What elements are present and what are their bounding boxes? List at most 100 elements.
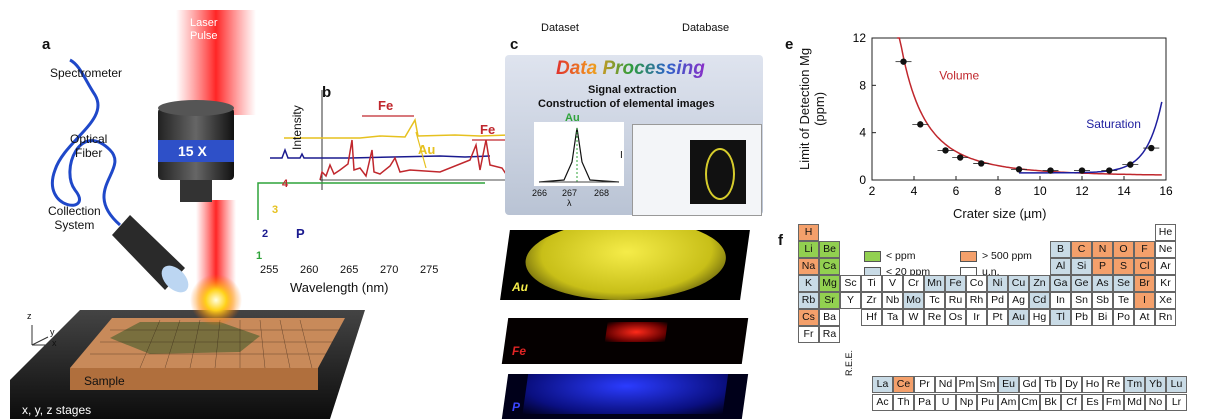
- element-ta: Ta: [882, 309, 903, 326]
- axis-z-label: z: [27, 311, 32, 321]
- trace-1-label: 1: [256, 250, 263, 262]
- element-bk: Bk: [1040, 394, 1061, 411]
- legend-swatch-ppm: [864, 251, 881, 262]
- collection-system: [112, 215, 189, 293]
- element-k: K: [798, 275, 819, 292]
- panel-letter-a: a: [42, 36, 51, 53]
- y-tick-label: 8: [859, 78, 866, 92]
- data-point: [1078, 167, 1086, 174]
- element-es: Es: [1082, 394, 1103, 411]
- grid-lines: [90, 319, 340, 369]
- peak-i-label: I: [620, 150, 623, 161]
- saturation-curve: [1019, 101, 1163, 174]
- element-in: In: [1050, 292, 1071, 309]
- x-tick-label: 8: [995, 184, 1002, 198]
- element-w: W: [903, 309, 924, 326]
- peak-plot-bg: [534, 122, 624, 186]
- element-al: Al: [1050, 258, 1071, 275]
- element-pb: Pb: [1071, 309, 1092, 326]
- data-point: [1106, 167, 1113, 174]
- element-pd: Pd: [987, 292, 1008, 309]
- element-h: H: [798, 224, 819, 241]
- au-label: Au: [418, 142, 436, 157]
- sample-slab-front: [70, 368, 318, 390]
- element-yb: Yb: [1145, 376, 1166, 393]
- element-sr: Sr: [819, 292, 840, 309]
- y-tick-label: 0: [859, 173, 866, 187]
- x-tick-label: 14: [1117, 184, 1131, 198]
- x-tick-label: 6: [953, 184, 960, 198]
- element-f: F: [1134, 241, 1155, 258]
- layer-fe-label: Fe: [512, 344, 527, 358]
- chart-frame: [871, 37, 1167, 181]
- trace-4-label: 4: [282, 178, 289, 190]
- element-pt: Pt: [987, 309, 1008, 326]
- element-th: Th: [893, 394, 914, 411]
- element-y: Y: [840, 292, 861, 309]
- layer-p-label: P: [512, 400, 521, 414]
- data-point: [978, 160, 985, 167]
- element-bi: Bi: [1092, 309, 1113, 326]
- software-kidney: [705, 148, 735, 200]
- element-ni: Ni: [987, 275, 1008, 292]
- element-pm: Pm: [956, 376, 977, 393]
- element-cu: Cu: [1008, 275, 1029, 292]
- data-point: [900, 58, 907, 65]
- y-tick-label: 12: [853, 31, 867, 45]
- element-am: Am: [998, 394, 1019, 411]
- x-tick-label: 2: [869, 184, 876, 198]
- fe-hotspot: [604, 322, 668, 342]
- data-point: [957, 154, 964, 161]
- element-br: Br: [1134, 275, 1155, 292]
- saturation-label: Saturation: [1086, 117, 1141, 131]
- panel-letter-c: c: [510, 36, 519, 53]
- element-ba: Ba: [819, 309, 840, 326]
- collection-system-label: Collection System: [48, 204, 101, 232]
- element-ti: Ti: [861, 275, 882, 292]
- volume-curve: [897, 37, 1162, 176]
- element-hg: Hg: [1029, 309, 1050, 326]
- laser-pulse-label: Laser Pulse: [190, 17, 218, 42]
- element-gd: Gd: [1019, 376, 1040, 393]
- legend-ppm: < ppm: [886, 250, 916, 262]
- data-point: [1047, 167, 1054, 174]
- element-s: S: [1113, 258, 1134, 275]
- element-cl: Cl: [1134, 258, 1155, 275]
- element-c: C: [1071, 241, 1092, 258]
- element-xe: Xe: [1155, 292, 1176, 309]
- panel-letter-e: e: [785, 36, 794, 53]
- element-re: Re: [1103, 376, 1124, 393]
- signal-extraction-text: Signal extraction: [588, 84, 677, 96]
- sample-label: Sample: [84, 374, 125, 388]
- element-o: O: [1113, 241, 1134, 258]
- element-he: He: [1155, 224, 1176, 241]
- element-tc: Tc: [924, 292, 945, 309]
- layer-fe: [501, 318, 749, 364]
- element-md: Md: [1124, 394, 1145, 411]
- tick-260: 260: [300, 264, 319, 276]
- element-i: I: [1134, 292, 1155, 309]
- elemental-images-text: Construction of elemental images: [538, 98, 715, 110]
- element-au: Au: [1008, 309, 1029, 326]
- objective-band: [158, 140, 234, 162]
- element-lr: Lr: [1166, 394, 1187, 411]
- objective-top: [158, 100, 234, 116]
- element-as: As: [1092, 275, 1113, 292]
- element-ac: Ac: [872, 394, 893, 411]
- element-mo: Mo: [903, 292, 924, 309]
- ree-label: R.E.E.: [844, 350, 854, 377]
- optical-fiber: [51, 58, 121, 227]
- element-p: P: [1092, 258, 1113, 275]
- element-te: Te: [1113, 292, 1134, 309]
- trace-1: [257, 182, 485, 220]
- element-re: Re: [924, 309, 945, 326]
- element-ne: Ne: [1155, 241, 1176, 258]
- spectra-plot: [257, 90, 520, 220]
- element-la: La: [872, 376, 893, 393]
- element-se: Se: [1113, 275, 1134, 292]
- element-cm: Cm: [1019, 394, 1040, 411]
- element-fr: Fr: [798, 326, 819, 343]
- peak-tick-267: 267: [562, 188, 578, 198]
- element-sn: Sn: [1071, 292, 1092, 309]
- element-eu: Eu: [998, 376, 1019, 393]
